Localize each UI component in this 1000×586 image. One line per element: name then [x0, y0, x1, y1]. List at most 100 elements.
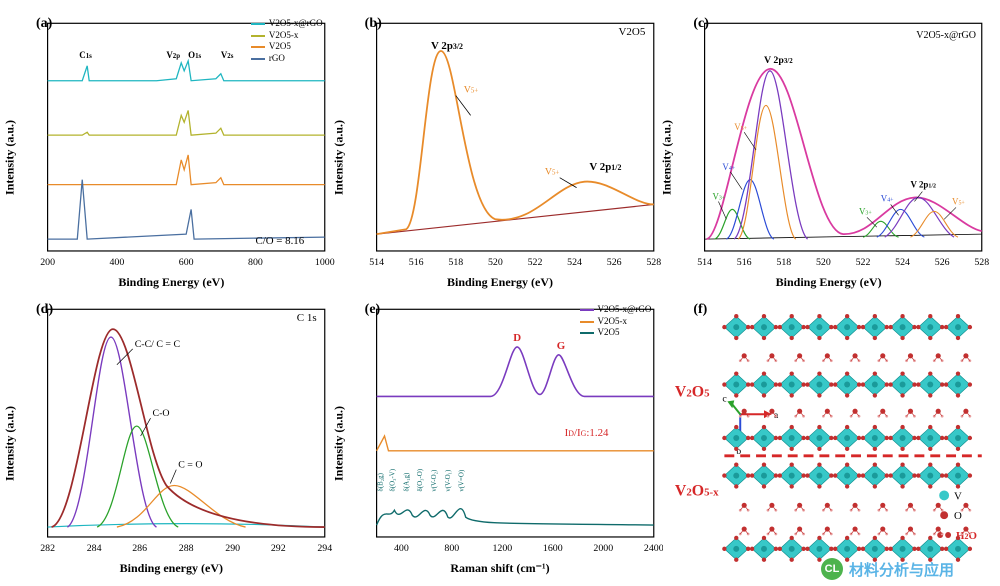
watermark-text: 材料分析与应用: [849, 559, 954, 580]
panel-b-xlabel: Binding Energy (eV): [447, 275, 553, 290]
panel-d: (d) 282 284 286 288 290 292 294 C-C/ C = C C-O…: [8, 294, 335, 578]
panel-f-label: (f): [693, 302, 707, 318]
panel-a-label: (a): [36, 16, 52, 32]
svg-text:520: 520: [816, 257, 831, 268]
svg-text:526: 526: [935, 257, 950, 268]
panel-b-title: V2O5: [618, 26, 645, 38]
panel-d-xlabel: Binding energy (eV): [120, 561, 223, 576]
svg-text:286: 286: [132, 543, 147, 554]
panel-e-xlabel: Raman shift (cm⁻¹): [450, 561, 549, 576]
svg-text:V5+: V5+: [463, 85, 478, 96]
panel-d-label: (d): [36, 302, 53, 318]
svg-text:D: D: [513, 332, 521, 344]
svg-text:400: 400: [394, 543, 409, 554]
panel-f: (f) V2O5 V2O5-x a b c V O: [665, 294, 992, 578]
svg-text:V5+: V5+: [735, 122, 748, 132]
svg-text:520: 520: [488, 257, 503, 268]
svg-text:ν(V=O): ν(V=O): [458, 470, 465, 492]
svg-text:V: V: [954, 490, 962, 502]
watermark: CL 材料分析与应用: [821, 558, 954, 580]
svg-text:2400: 2400: [644, 543, 664, 554]
svg-text:528: 528: [646, 257, 661, 268]
svg-text:c: c: [723, 393, 728, 404]
svg-text:2000: 2000: [593, 543, 613, 554]
panel-c: (c) 514 516 518 520 522 524 526 528 V 2p3/2 V3+…: [665, 8, 992, 292]
svg-text:C = O: C = O: [178, 460, 202, 471]
svg-text:288: 288: [179, 543, 194, 554]
panel-e-legend: V2O5-x@rGO V2O5-x V2O5: [580, 304, 652, 339]
svg-text:V2O5-x: V2O5-x: [675, 482, 719, 499]
svg-text:528: 528: [975, 257, 990, 268]
svg-text:514: 514: [369, 257, 384, 268]
svg-text:δ(O₃-V): δ(O₃-V): [389, 469, 396, 492]
svg-text:1600: 1600: [543, 543, 563, 554]
svg-text:524: 524: [895, 257, 910, 268]
panel-e: (e) 400 800 1200 1600 2000 2400 D G δ(B₂g) δ(…: [337, 294, 664, 578]
panel-b: (b) 514 516 518 520 522 524 526 528 V 2p3/2 V 2…: [337, 8, 664, 292]
panel-d-title: C 1s: [297, 312, 317, 324]
panel-a-legend: V2O5-x@rGO V2O5-x V2O5 rGO: [251, 18, 323, 65]
svg-text:1200: 1200: [492, 543, 512, 554]
panel-e-ylabel: Intensity (a.u.): [331, 406, 346, 481]
figure-grid: (a) 200 400 600 800 1000 C1s V2p O1s V2s C/O…: [0, 0, 1000, 586]
svg-text:522: 522: [527, 257, 542, 268]
svg-text:V4+: V4+: [881, 193, 894, 203]
svg-text:O: O: [954, 510, 962, 522]
svg-text:200: 200: [40, 257, 55, 268]
svg-text:294: 294: [317, 543, 332, 554]
svg-text:V5+: V5+: [545, 167, 560, 178]
svg-text:G: G: [556, 340, 565, 352]
panel-c-xlabel: Binding Energy (eV): [776, 275, 882, 290]
svg-text:C1s: C1s: [79, 50, 92, 60]
svg-text:ν(V-O₁): ν(V-O₁): [445, 470, 452, 492]
svg-text:δ(A₁g): δ(A₁g): [403, 473, 410, 492]
svg-text:V3+: V3+: [859, 206, 872, 216]
panel-a-ylabel: Intensity (a.u.): [3, 120, 18, 195]
svg-text:V 2p1/2: V 2p1/2: [911, 180, 936, 190]
svg-text:V2p: V2p: [166, 50, 180, 60]
svg-text:518: 518: [448, 257, 463, 268]
panel-c-ylabel: Intensity (a.u.): [660, 120, 675, 195]
svg-text:V 2p1/2: V 2p1/2: [589, 161, 621, 173]
svg-text:V5+: V5+: [952, 196, 965, 206]
svg-text:V 2p3/2: V 2p3/2: [431, 40, 463, 52]
svg-text:O1s: O1s: [188, 50, 201, 60]
panel-b-svg: 514 516 518 520 522 524 526 528 V 2p3/2 V 2p1/2…: [337, 8, 664, 292]
svg-text:524: 524: [567, 257, 582, 268]
svg-text:C-O: C-O: [153, 408, 170, 419]
svg-text:δ(B₂g): δ(B₂g): [377, 473, 384, 491]
svg-text:514: 514: [698, 257, 713, 268]
panel-b-ylabel: Intensity (a.u.): [331, 120, 346, 195]
co-ratio-note: C/O = 8.16: [255, 235, 304, 247]
svg-text:ν(V-O₂): ν(V-O₂): [431, 470, 438, 492]
svg-text:518: 518: [777, 257, 792, 268]
panel-b-label: (b): [365, 16, 382, 32]
svg-text:V2s: V2s: [221, 50, 234, 60]
svg-text:V2O5: V2O5: [675, 383, 710, 400]
svg-text:1000: 1000: [315, 257, 335, 268]
svg-text:290: 290: [225, 543, 240, 554]
svg-text:800: 800: [248, 257, 263, 268]
panel-d-ylabel: Intensity (a.u.): [3, 406, 18, 481]
svg-text:δ(O₃-O): δ(O₃-O): [417, 469, 424, 492]
panel-c-title: V2O5-x@rGO: [916, 30, 976, 41]
svg-text:800: 800: [444, 543, 459, 554]
svg-text:600: 600: [179, 257, 194, 268]
panel-f-svg: V2O5 V2O5-x a b c V O H2O: [665, 294, 992, 578]
svg-text:C-C/ C = C: C-C/ C = C: [135, 339, 181, 350]
panel-d-svg: 282 284 286 288 290 292 294 C-C/ C = C C-O C =…: [8, 294, 335, 578]
panel-e-label: (e): [365, 302, 381, 318]
watermark-icon: CL: [821, 558, 843, 580]
idg-ratio: ID/IG:1.24: [564, 427, 608, 439]
panel-a-xlabel: Binding Energy (eV): [118, 275, 224, 290]
svg-text:516: 516: [408, 257, 423, 268]
svg-text:526: 526: [606, 257, 621, 268]
svg-text:292: 292: [271, 543, 286, 554]
svg-text:400: 400: [109, 257, 124, 268]
panel-c-label: (c): [693, 16, 709, 32]
svg-text:V 2p3/2: V 2p3/2: [764, 55, 793, 66]
svg-text:522: 522: [856, 257, 871, 268]
svg-text:516: 516: [737, 257, 752, 268]
svg-text:284: 284: [87, 543, 102, 554]
svg-text:282: 282: [40, 543, 55, 554]
